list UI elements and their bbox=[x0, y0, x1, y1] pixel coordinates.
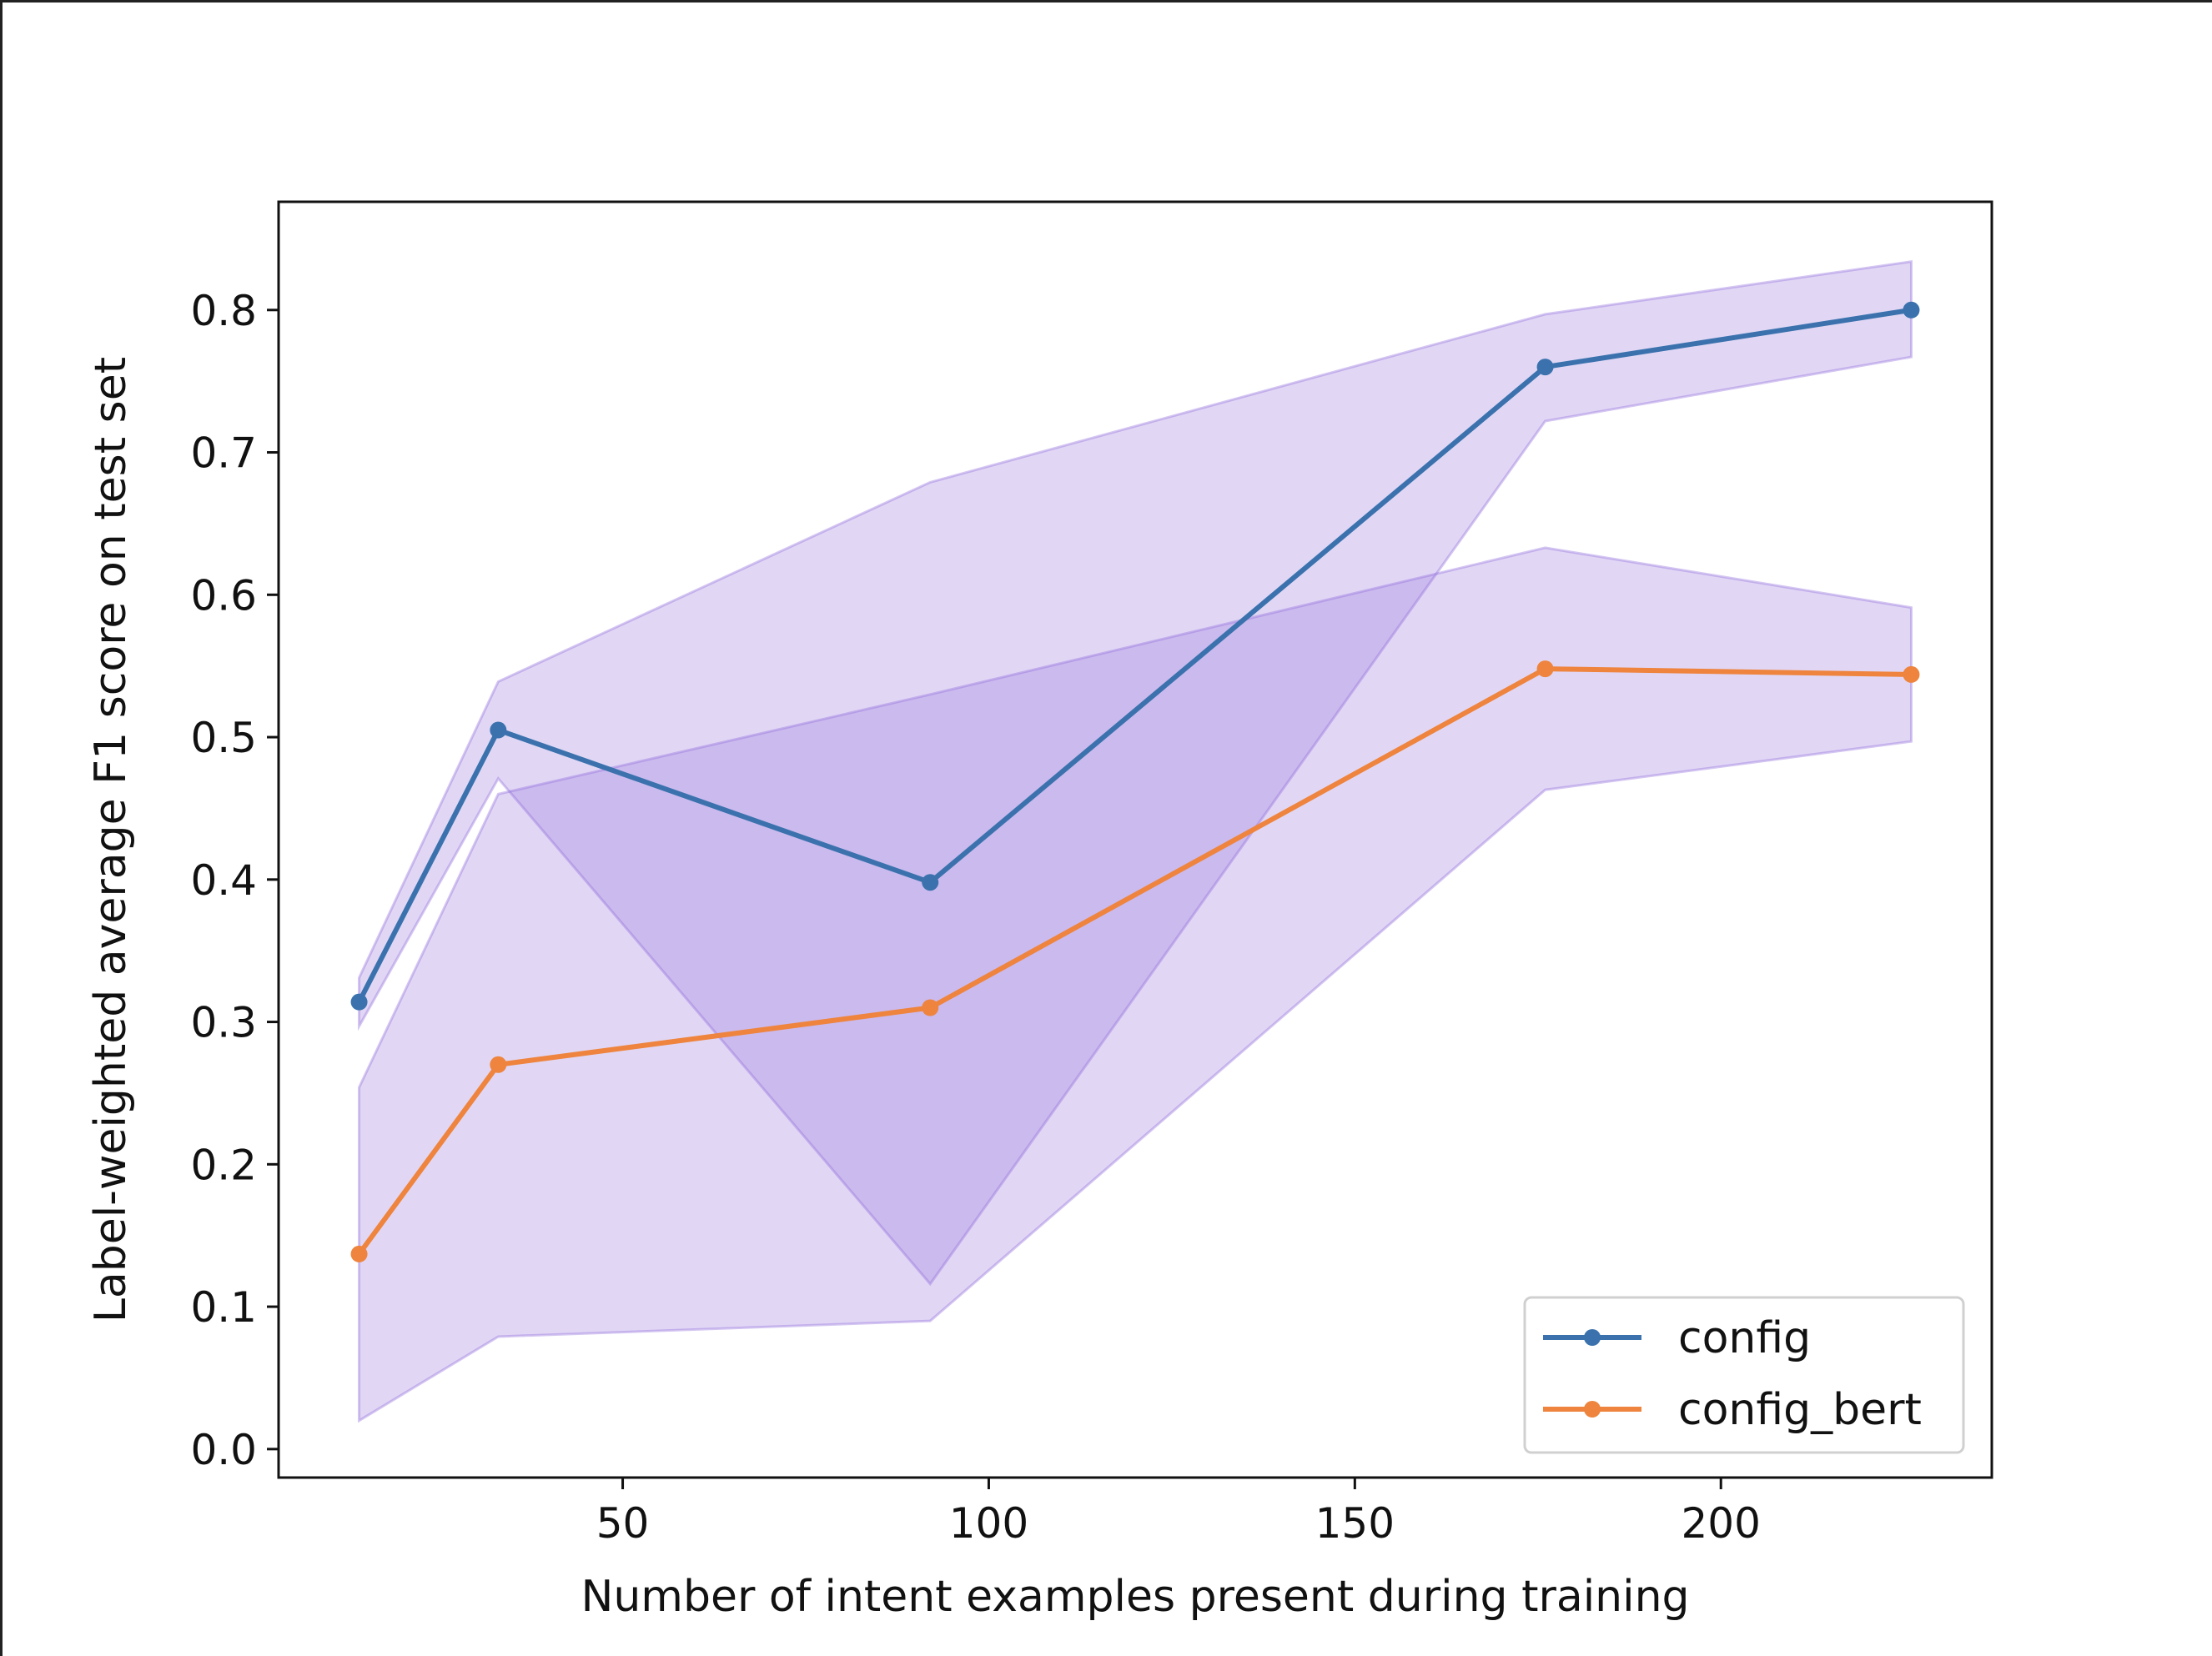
point-config bbox=[1536, 359, 1554, 376]
x-tick-label: 150 bbox=[1315, 1499, 1395, 1548]
point-config bbox=[1903, 301, 1920, 319]
band-config bbox=[358, 259, 1913, 1287]
x-axis-label: Number of intent examples present during… bbox=[581, 1572, 1689, 1622]
point-config bbox=[922, 874, 939, 891]
legend-label: config_bert bbox=[1678, 1385, 1922, 1435]
y-tick-label: 0.1 bbox=[190, 1283, 257, 1332]
band-config_bert bbox=[358, 546, 1913, 1423]
y-tick-label: 0.3 bbox=[190, 999, 257, 1047]
legend-marker bbox=[1584, 1401, 1601, 1418]
point-config_bert bbox=[1903, 665, 1920, 683]
x-axis-ticks: 50 100 150 200 bbox=[596, 1478, 1761, 1548]
y-tick-label: 0.6 bbox=[190, 571, 257, 620]
x-tick-label: 200 bbox=[1682, 1499, 1761, 1548]
y-tick-label: 0.8 bbox=[190, 287, 257, 335]
point-config bbox=[490, 721, 507, 739]
point-config_bert bbox=[922, 999, 939, 1016]
point-config_bert bbox=[490, 1056, 507, 1073]
y-tick-label: 0.7 bbox=[190, 429, 257, 478]
y-axis-ticks: 0.0 0.1 0.2 0.3 0.4 0.5 0.6 0.7 0.8 bbox=[190, 287, 279, 1474]
point-config_bert bbox=[350, 1245, 368, 1262]
x-tick-label: 50 bbox=[596, 1499, 650, 1548]
y-tick-label: 0.2 bbox=[190, 1141, 257, 1189]
y-tick-label: 0.0 bbox=[190, 1426, 257, 1474]
point-config bbox=[350, 993, 368, 1011]
legend-label: config bbox=[1678, 1313, 1811, 1363]
legend-marker bbox=[1584, 1329, 1601, 1346]
legend: config config_bert bbox=[1523, 1296, 1965, 1454]
point-config_bert bbox=[1536, 660, 1554, 678]
y-axis-label: Label-weighted average F1 score on test … bbox=[86, 357, 136, 1322]
y-tick-label: 0.5 bbox=[190, 714, 257, 762]
y-tick-label: 0.4 bbox=[190, 856, 257, 905]
series-markers bbox=[350, 301, 1920, 1262]
x-tick-label: 100 bbox=[949, 1499, 1028, 1548]
plot-area bbox=[277, 200, 1993, 1479]
confidence-bands bbox=[358, 259, 1913, 1423]
